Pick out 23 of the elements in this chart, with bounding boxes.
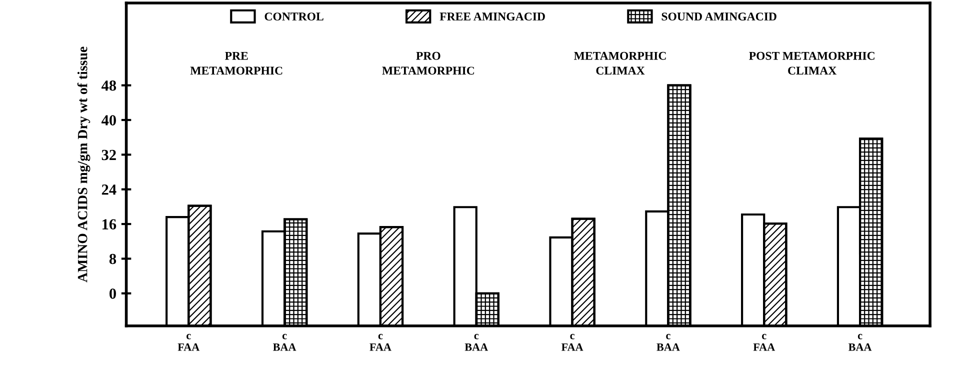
x-tick-label: c FAA	[561, 334, 584, 351]
y-tick-label: 32	[102, 150, 116, 160]
x-tick-label: c BAA	[273, 334, 296, 351]
x-tick-label: c BAA	[464, 334, 488, 351]
annotation: PRO METAMORPHIC	[382, 52, 474, 75]
y-tick-label: 48	[102, 80, 116, 91]
y-tick-label: 16	[102, 219, 116, 230]
y-tick-label: 8	[109, 254, 116, 264]
y-axis-title: AMINO ACIDS mg/gm Dry wt of tissue	[77, 46, 90, 282]
annotation: METAMORPHIC CLIMAX	[574, 52, 666, 75]
x-tick-label: c BAA	[848, 334, 872, 351]
y-tick-label: 24	[102, 184, 116, 195]
legend-label: FREE AMINGACID	[440, 12, 545, 21]
y-tick-label: 0	[110, 288, 116, 299]
x-tick-label: c FAA	[178, 334, 200, 351]
x-tick-label: c BAA	[656, 334, 680, 351]
annotation: POST METAMORPHIC CLIMAX	[749, 52, 874, 75]
y-tick-label: 40	[102, 115, 116, 126]
legend-label: SOUND AMINGACID	[662, 12, 776, 21]
legend-label: CONTROL	[264, 12, 324, 21]
x-tick-label: c FAA	[753, 334, 776, 351]
x-tick-label: c FAA	[370, 334, 392, 351]
annotation: PRE METAMORPHIC	[190, 52, 282, 75]
